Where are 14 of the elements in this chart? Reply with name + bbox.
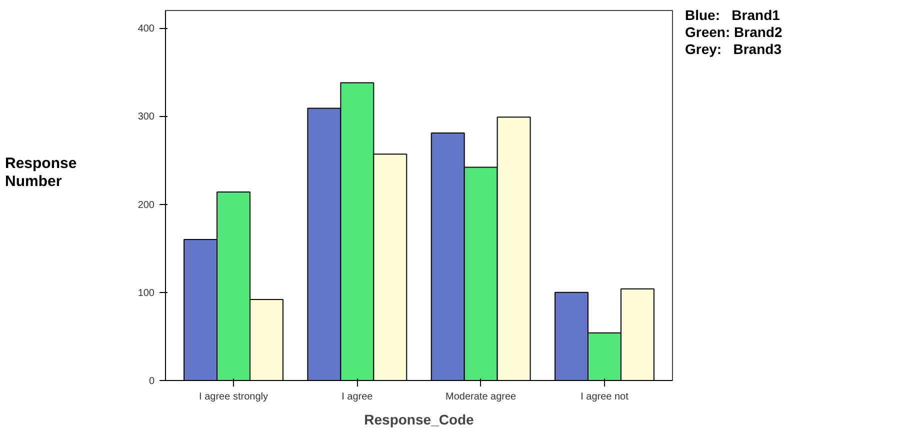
y-tick-label: 300 (138, 112, 155, 123)
text: Grey: Brand3 (685, 41, 782, 57)
text: Green: Brand2 (685, 24, 782, 40)
x-tick-label: I agree (342, 392, 374, 402)
y-tick-label: 0 (148, 376, 155, 387)
y-tick-label: 400 (138, 24, 155, 35)
y-tick-label: 200 (138, 200, 155, 211)
x-tick-label: I agree not (580, 392, 629, 402)
text: Blue: Brand1 (685, 7, 780, 23)
x-tick-label: I agree strongly (199, 392, 268, 402)
x-axis-title: Response_Code (364, 412, 474, 428)
x-tick-label: Moderate agree (446, 392, 517, 402)
y-tick-label: 100 (138, 288, 155, 299)
y-axis-title: Response Number (5, 155, 77, 191)
